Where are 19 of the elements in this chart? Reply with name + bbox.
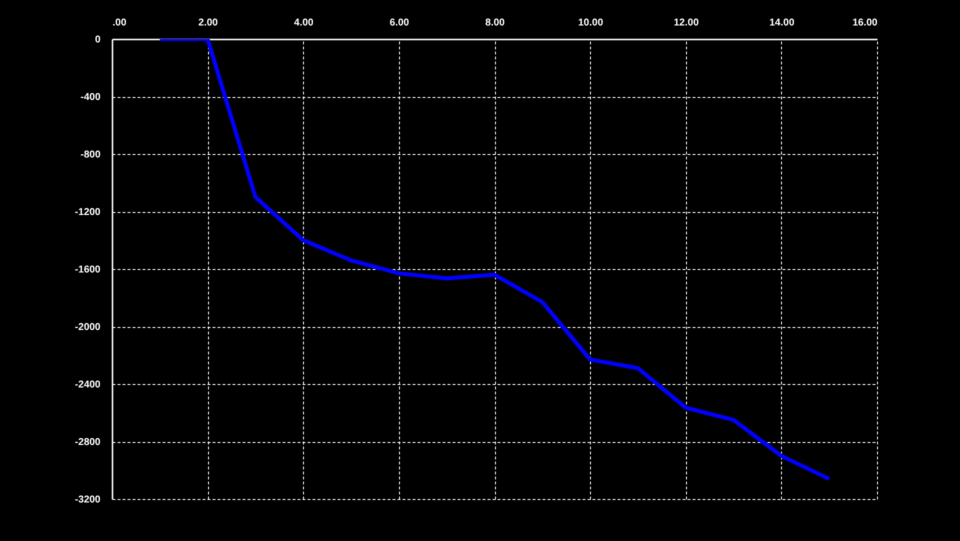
y-tick-label: -800: [80, 150, 101, 160]
y-tick-label: -2000: [74, 322, 101, 333]
x-tick-label: 6.00: [390, 18, 410, 28]
y-tick-label: -1200: [74, 207, 101, 218]
x-tick-label: 10.00: [578, 18, 604, 28]
x-tick-label: 4.00: [294, 18, 314, 28]
y-tick-label: -1600: [74, 264, 101, 276]
y-tick-label: -2800: [74, 437, 101, 448]
x-tick-label: 8.00: [485, 18, 506, 28]
y-tick-label: -400: [80, 92, 101, 103]
y-tick-label: 0: [94, 34, 101, 46]
x-tick-label: 2.00: [198, 18, 218, 28]
y-tick-label: -2400: [74, 380, 101, 390]
line-series: [158, 39, 832, 481]
y-tick-label: -3200: [74, 494, 101, 506]
x-tick-label: 16.00: [852, 18, 878, 28]
x-tick-label: .00: [112, 18, 127, 28]
x-tick-label: 14.00: [769, 18, 795, 28]
x-tick-label: 12.00: [674, 18, 700, 28]
